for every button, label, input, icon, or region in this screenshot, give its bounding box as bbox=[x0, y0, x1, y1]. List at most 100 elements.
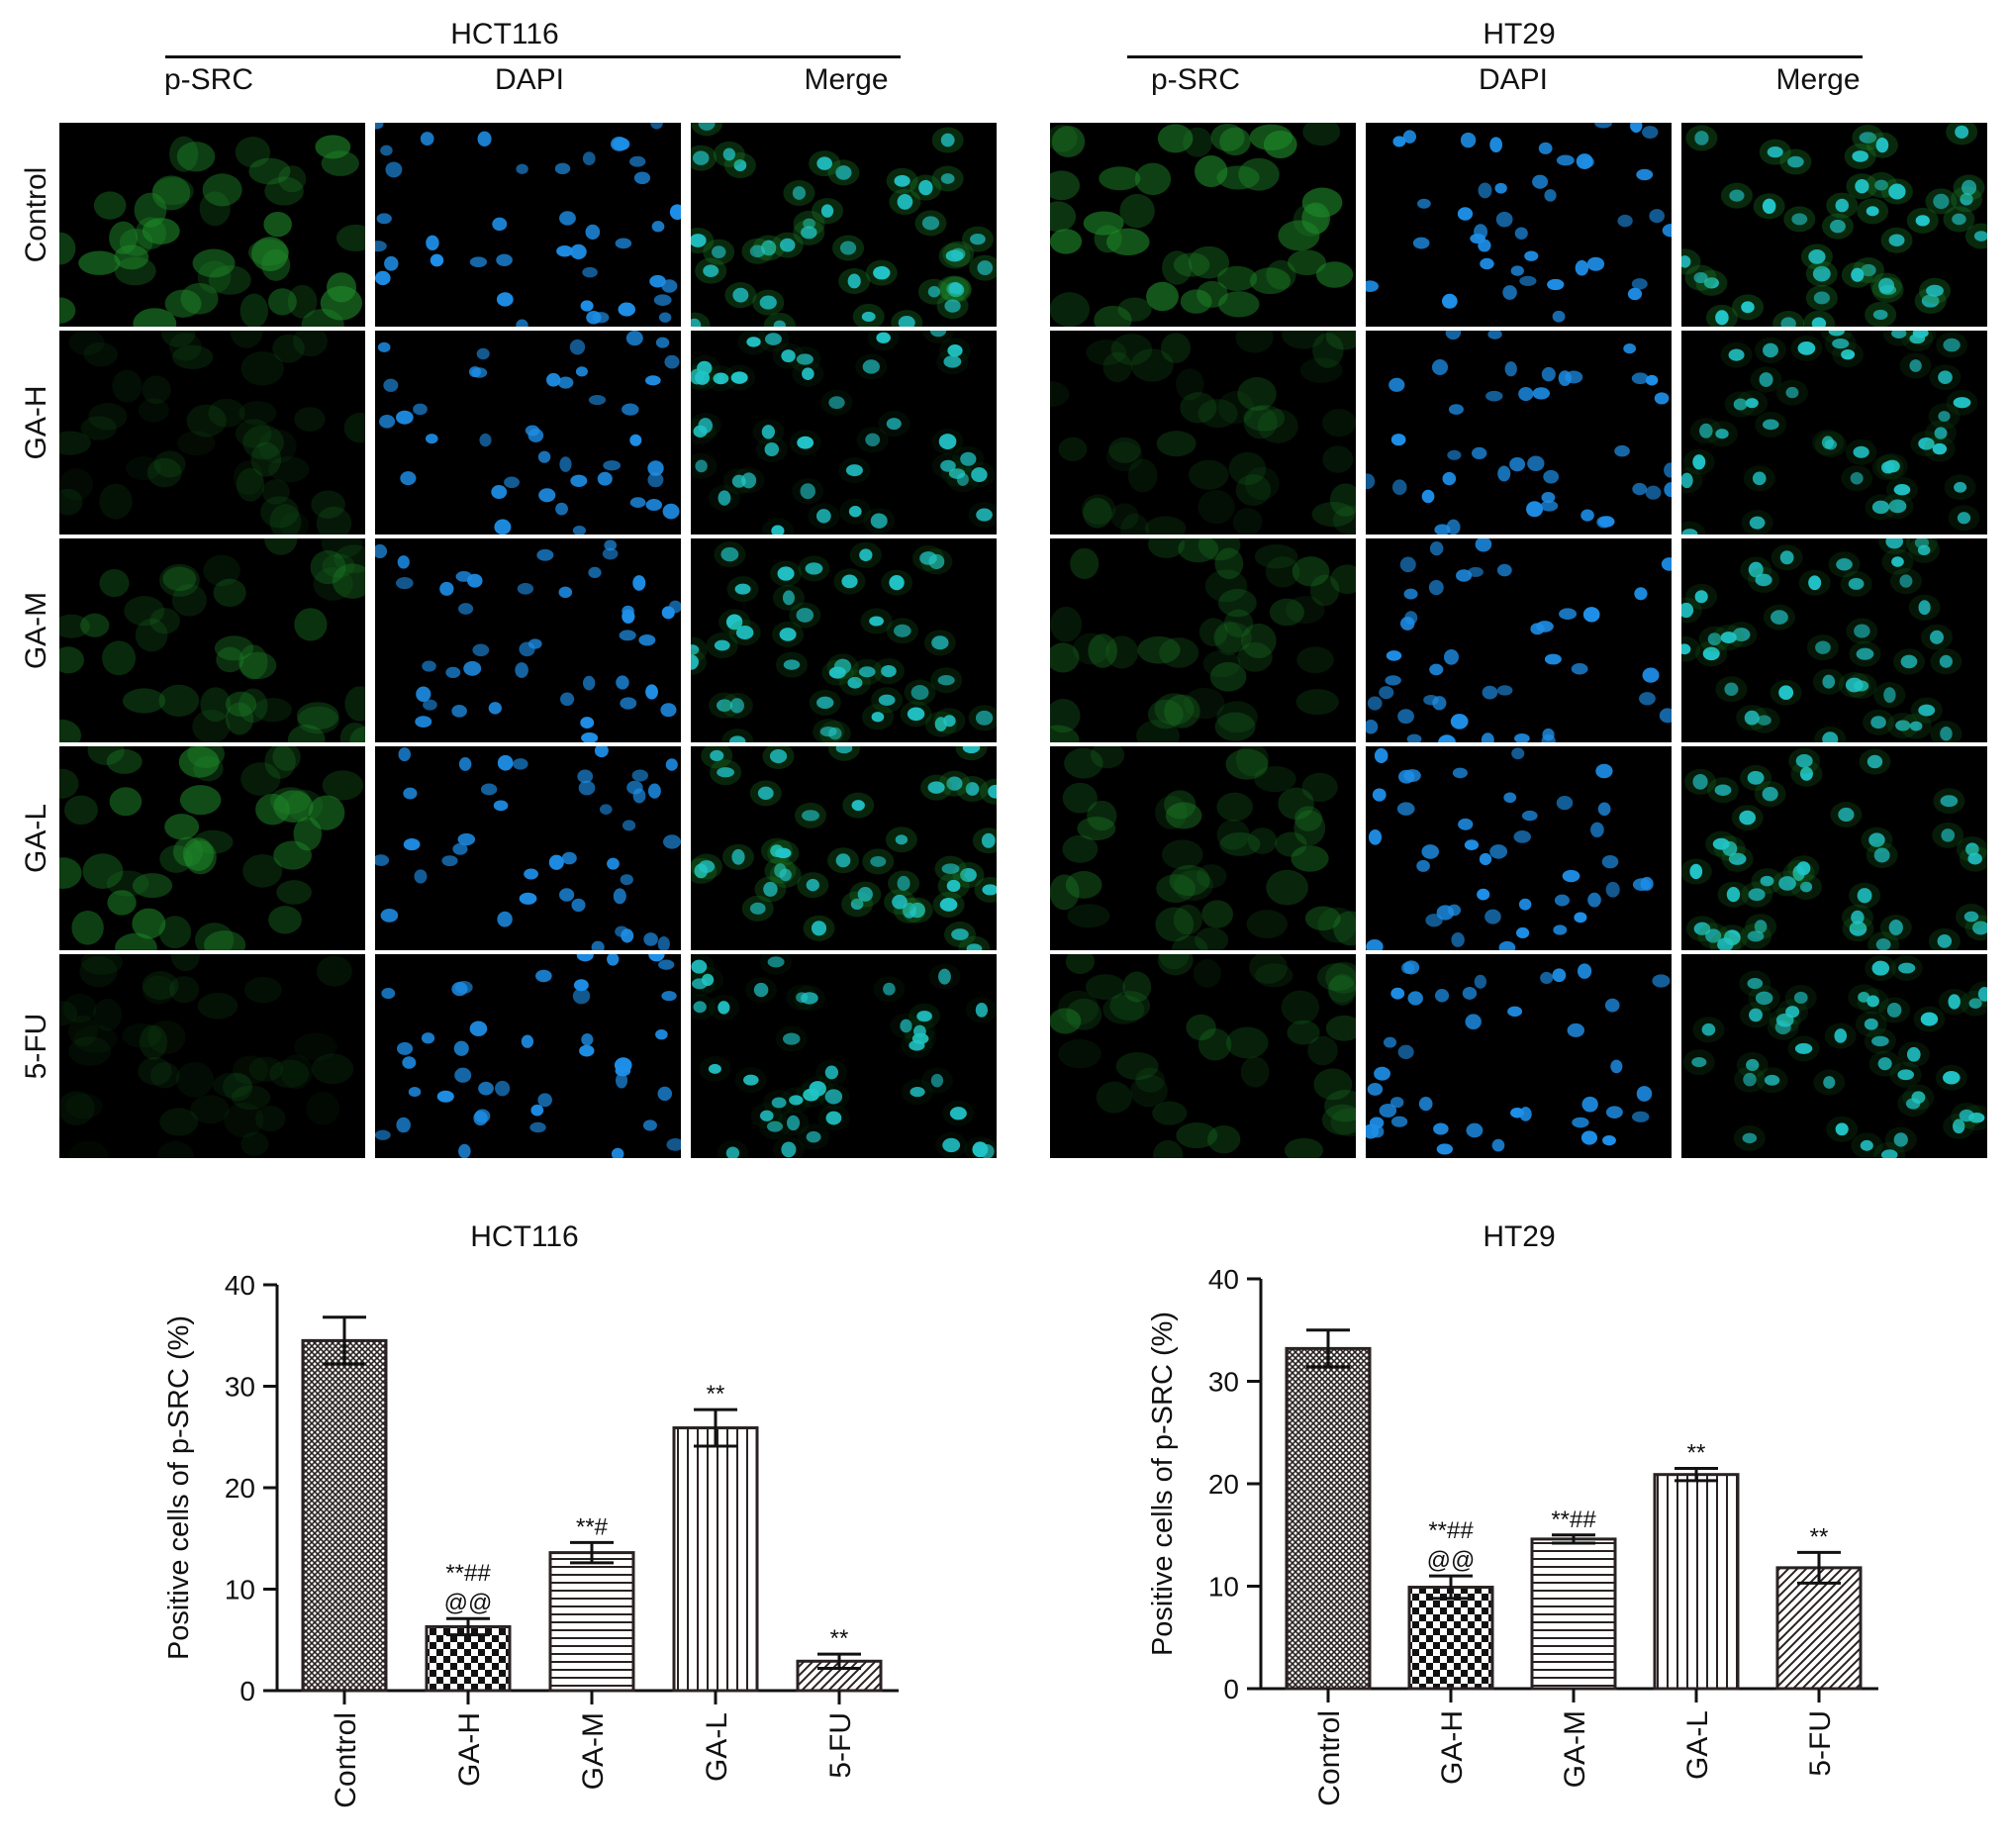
cell-signal bbox=[1214, 712, 1256, 741]
nucleus bbox=[1514, 733, 1530, 742]
nucleus bbox=[825, 1111, 842, 1125]
nucleus bbox=[960, 867, 977, 883]
cell-signal bbox=[1219, 831, 1261, 856]
nucleus bbox=[1457, 207, 1474, 221]
cell-signal bbox=[267, 456, 310, 483]
cell-signal bbox=[1160, 333, 1192, 363]
cell-signal bbox=[287, 284, 318, 319]
nucleus bbox=[479, 433, 492, 447]
nucleus bbox=[787, 1115, 801, 1131]
nucleus bbox=[1912, 331, 1929, 339]
micrograph-image bbox=[1050, 538, 1356, 742]
cell-signal bbox=[1249, 267, 1292, 295]
nucleus bbox=[1943, 1070, 1961, 1085]
cell-signal bbox=[1155, 907, 1195, 942]
nucleus bbox=[1623, 343, 1637, 354]
nucleus bbox=[815, 509, 831, 524]
cell-signal bbox=[1062, 834, 1099, 863]
cell-signal bbox=[88, 403, 128, 431]
nucleus bbox=[1828, 331, 1845, 337]
nucleus bbox=[1438, 734, 1456, 742]
nucleus bbox=[1757, 715, 1771, 726]
nucleus bbox=[403, 838, 421, 851]
nucleus bbox=[845, 464, 863, 477]
column-label-p-src: p-SRC bbox=[1150, 63, 1240, 96]
cell-signal bbox=[1180, 392, 1217, 424]
cell-signal bbox=[159, 563, 200, 597]
nucleus bbox=[1403, 769, 1421, 782]
micrograph-ht29-ga-l-dapi bbox=[1366, 746, 1672, 950]
bar-control bbox=[301, 1338, 388, 1693]
nucleus bbox=[1868, 832, 1885, 847]
nucleus bbox=[1875, 138, 1889, 153]
nucleus bbox=[529, 1121, 546, 1133]
nucleus bbox=[571, 898, 586, 913]
nucleus bbox=[900, 1019, 912, 1033]
cell-signal bbox=[1164, 694, 1200, 729]
nucleus bbox=[430, 253, 444, 267]
nucleus bbox=[632, 575, 646, 591]
cell-signal bbox=[159, 844, 193, 873]
cell-signal bbox=[1105, 635, 1139, 669]
cell-signal bbox=[151, 175, 191, 211]
nucleus bbox=[1552, 968, 1567, 983]
cell-signal bbox=[258, 429, 297, 464]
nucleus bbox=[1845, 677, 1864, 693]
nucleus bbox=[1502, 285, 1517, 300]
cell-signal bbox=[1134, 162, 1172, 196]
nucleus bbox=[1631, 278, 1648, 290]
nucleus bbox=[1909, 721, 1923, 731]
cell-signal bbox=[59, 614, 90, 638]
nucleus bbox=[1940, 726, 1953, 741]
cell-signal bbox=[287, 725, 326, 742]
nucleus bbox=[1681, 602, 1694, 619]
nucleus bbox=[1451, 932, 1465, 947]
nucleus bbox=[1871, 960, 1890, 976]
nucleus bbox=[1574, 912, 1587, 924]
nucleus bbox=[375, 270, 391, 286]
cell-signal bbox=[301, 308, 344, 327]
nucleus bbox=[824, 1065, 839, 1080]
micrograph-image bbox=[691, 541, 997, 742]
cell-signal bbox=[1154, 693, 1195, 726]
bar-chart-hct116: 0 10 20 30 40 Positive cells of p-SRC (%) Cont… bbox=[163, 1270, 899, 1808]
nucleus bbox=[805, 562, 823, 575]
cell-signal bbox=[1287, 1020, 1320, 1045]
nucleus bbox=[1640, 876, 1654, 891]
nucleus bbox=[1442, 471, 1457, 486]
cell-signal bbox=[1173, 252, 1210, 277]
cell-signal bbox=[59, 1000, 78, 1026]
bar-ga-l bbox=[1653, 1473, 1740, 1691]
cell-signal bbox=[1050, 698, 1081, 733]
nucleus bbox=[1433, 1122, 1449, 1135]
nucleus bbox=[1498, 940, 1516, 950]
nucleus bbox=[938, 968, 951, 985]
nucleus bbox=[1888, 920, 1903, 935]
cell-signal bbox=[253, 698, 292, 723]
nucleus bbox=[1921, 294, 1940, 308]
nucleus bbox=[1856, 647, 1874, 660]
cell-signal bbox=[139, 1024, 168, 1060]
cell-signal bbox=[279, 512, 310, 535]
nucleus bbox=[527, 429, 544, 442]
nucleus bbox=[1953, 397, 1971, 409]
cell-signal bbox=[349, 727, 365, 742]
cell-signal bbox=[1153, 1139, 1184, 1158]
nucleus bbox=[1544, 653, 1562, 665]
cell-signal bbox=[1228, 451, 1267, 485]
cell-signal bbox=[1216, 820, 1250, 850]
cell-signal bbox=[321, 538, 363, 558]
nucleus bbox=[476, 347, 490, 360]
panel-title-hct116: HCT116 bbox=[450, 18, 559, 50]
significance-label: ** bbox=[1810, 1523, 1829, 1550]
nucleus bbox=[1877, 1057, 1892, 1071]
nucleus bbox=[749, 902, 766, 915]
nucleus bbox=[471, 367, 488, 378]
nucleus bbox=[439, 581, 454, 596]
nucleus bbox=[535, 969, 552, 983]
row-label-5-fu: 5-FU bbox=[20, 1013, 52, 1080]
cell-signal bbox=[280, 1054, 313, 1090]
nucleus bbox=[1926, 284, 1944, 297]
nucleus bbox=[1834, 1028, 1848, 1043]
nucleus bbox=[1597, 802, 1611, 817]
